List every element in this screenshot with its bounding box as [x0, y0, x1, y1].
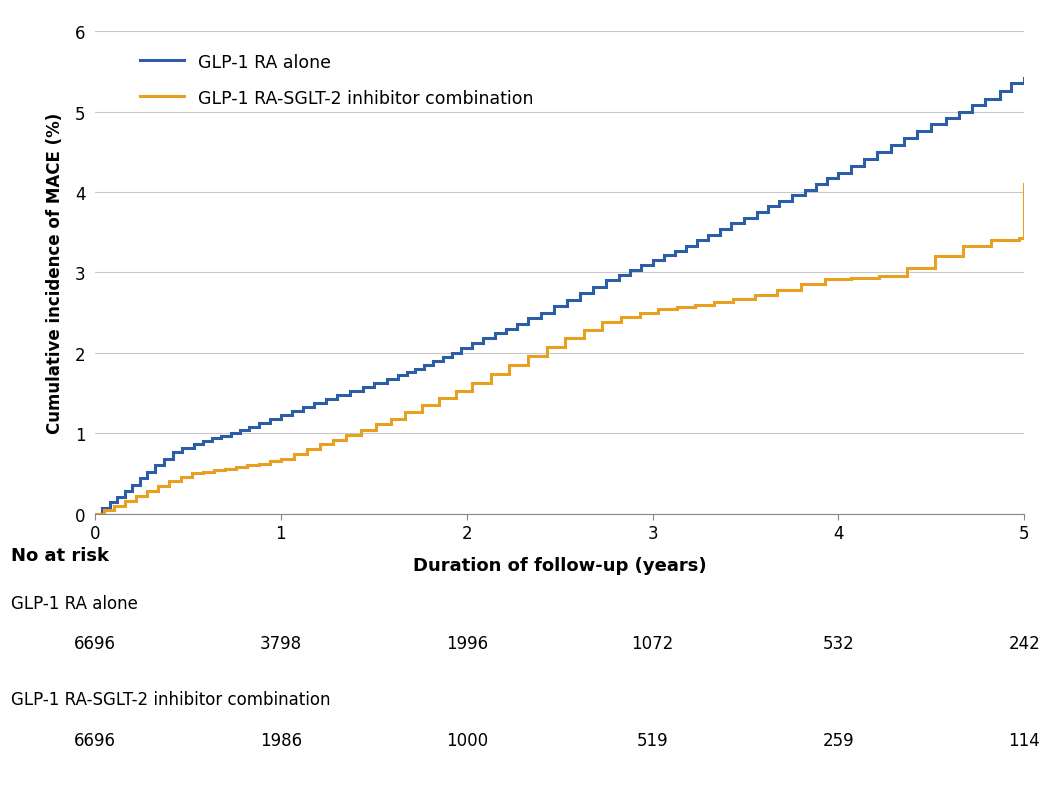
Text: 6696: 6696 [74, 731, 116, 748]
GLP-1 RA-SGLT-2 inhibitor combination [795, 286, 808, 296]
Text: 1986: 1986 [260, 731, 302, 748]
GLP-1 RA-SGLT-2 inhibitor combination [1018, 180, 1031, 190]
GLP-1 RA alone [798, 185, 811, 195]
GLP-1 RA-SGLT-2 inhibitor combination [689, 300, 701, 310]
GLP-1 RA alone [409, 365, 421, 374]
Text: 519: 519 [637, 731, 668, 748]
Text: GLP-1 RA alone: GLP-1 RA alone [11, 594, 137, 612]
Text: 3798: 3798 [260, 634, 302, 652]
Text: 242: 242 [1008, 634, 1040, 652]
GLP-1 RA-SGLT-2 inhibitor combination [929, 252, 942, 262]
X-axis label: Duration of follow-up (years): Duration of follow-up (years) [413, 556, 706, 574]
Text: 1072: 1072 [631, 634, 674, 652]
Text: 259: 259 [823, 731, 854, 748]
Line: GLP-1 RA alone: GLP-1 RA alone [95, 79, 1024, 514]
GLP-1 RA alone [966, 101, 979, 111]
GLP-1 RA alone [297, 407, 309, 417]
Text: 532: 532 [823, 634, 854, 652]
GLP-1 RA-SGLT-2 inhibitor combination [89, 509, 101, 519]
Y-axis label: Cumulative incidence of MACE (%): Cumulative incidence of MACE (%) [45, 112, 63, 434]
GLP-1 RA alone [89, 509, 101, 519]
Line: GLP-1 RA-SGLT-2 inhibitor combination: GLP-1 RA-SGLT-2 inhibitor combination [95, 185, 1024, 514]
GLP-1 RA alone [1018, 74, 1031, 84]
GLP-1 RA alone [786, 197, 798, 206]
Text: 1996: 1996 [446, 634, 488, 652]
Text: GLP-1 RA-SGLT-2 inhibitor combination: GLP-1 RA-SGLT-2 inhibitor combination [11, 691, 331, 708]
GLP-1 RA-SGLT-2 inhibitor combination [108, 501, 120, 511]
GLP-1 RA alone [859, 162, 871, 172]
GLP-1 RA-SGLT-2 inhibitor combination [287, 450, 300, 459]
Text: 6696: 6696 [74, 634, 116, 652]
Text: 114: 114 [1008, 731, 1040, 748]
Text: 1000: 1000 [446, 731, 488, 748]
Text: No at risk: No at risk [11, 546, 109, 564]
Legend: GLP-1 RA alone, GLP-1 RA-SGLT-2 inhibitor combination: GLP-1 RA alone, GLP-1 RA-SGLT-2 inhibito… [132, 46, 542, 116]
GLP-1 RA-SGLT-2 inhibitor combination [108, 505, 120, 515]
